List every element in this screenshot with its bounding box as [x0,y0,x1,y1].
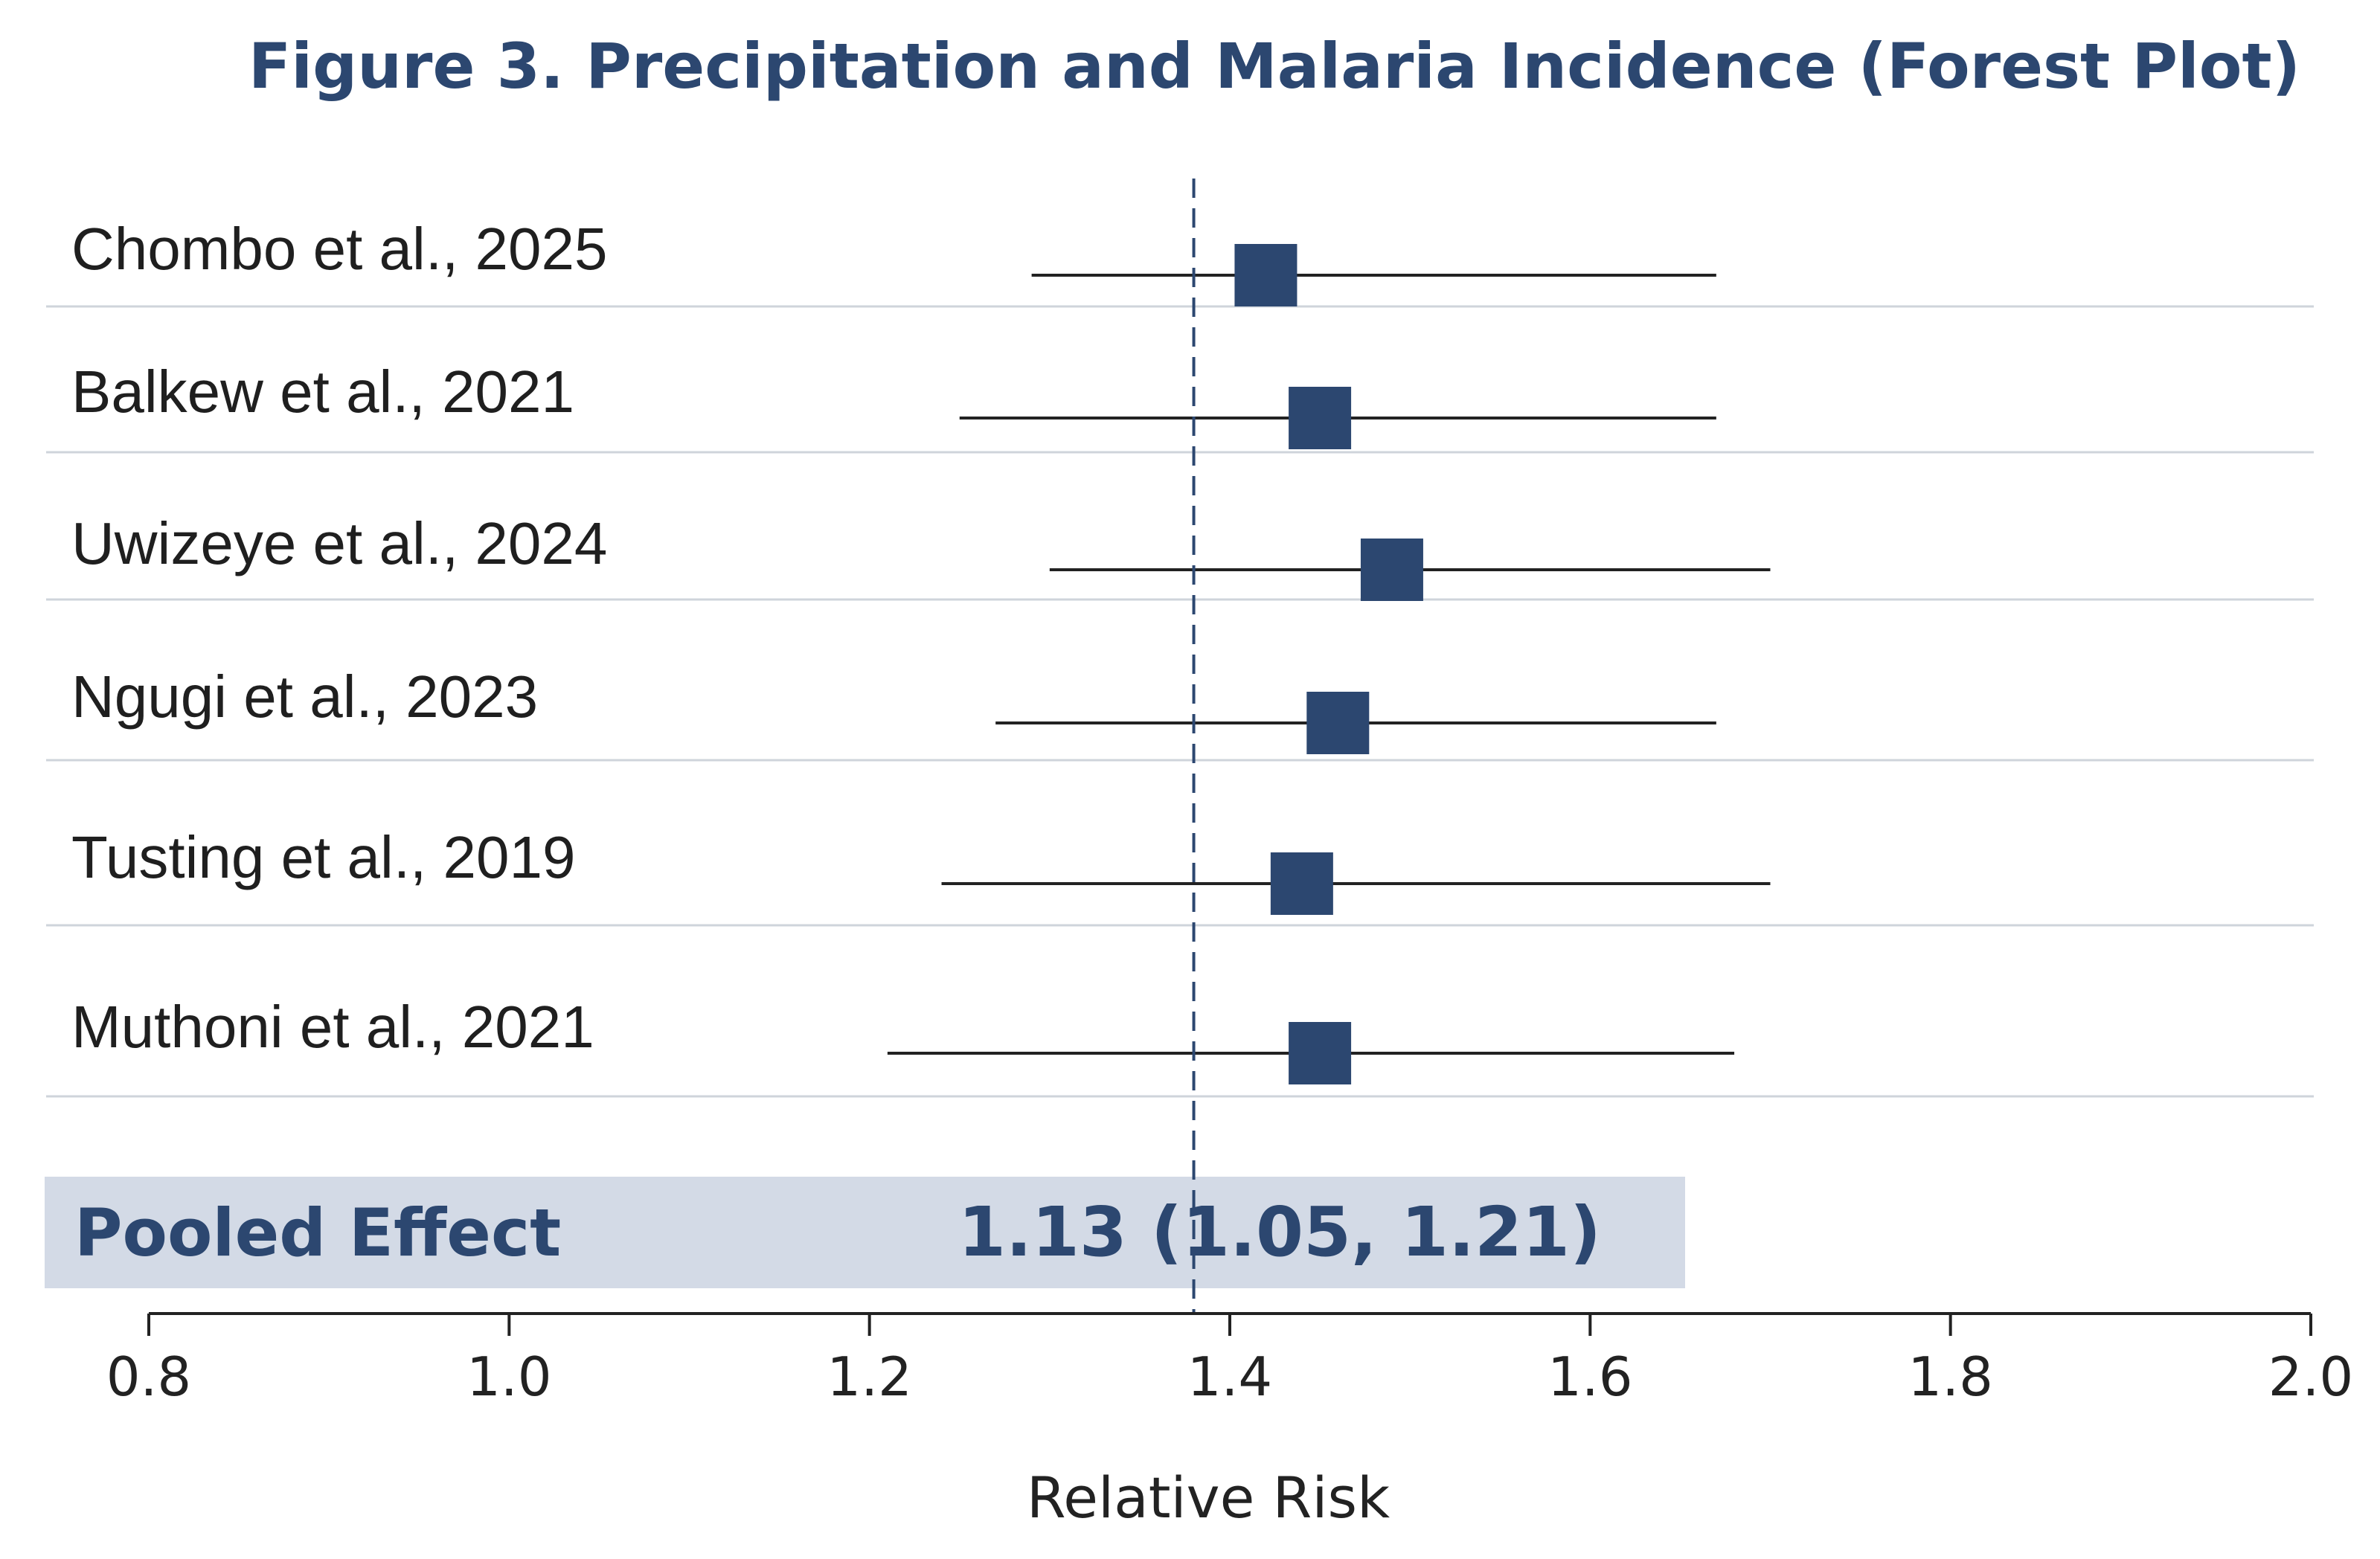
study-rows: Chombo et al., 2025 Balkew et al., 2021 Uw… [46,216,2314,1098]
study-row: Muthoni et al., 2021 [46,994,2314,1098]
effect-estimate-marker [1289,1022,1352,1084]
x-tick-label: 1.8 [1908,1346,1993,1408]
study-row: Tusting et al., 2019 [46,824,2314,927]
study-label: Ngugi et al., 2023 [71,663,538,730]
pooled-effect-band [45,1177,1685,1288]
study-label: Uwizeye et al., 2024 [71,510,607,576]
study-label: Balkew et al., 2021 [71,359,574,425]
effect-estimate-marker [1360,539,1423,601]
x-tick-label: 1.4 [1187,1346,1273,1408]
x-tick-label: 1.2 [827,1346,912,1408]
x-tick-label: 0.8 [106,1346,192,1408]
effect-estimate-marker [1270,852,1333,915]
x-tick-label: 2.0 [2268,1346,2354,1408]
study-row: Balkew et al., 2021 [46,359,2314,454]
pooled-effect-label: Pooled Effect [74,1195,561,1271]
study-row: Uwizeye et al., 2024 [46,510,2314,601]
x-tick-label: 1.6 [1547,1346,1633,1408]
pooled-effect-value: 1.13 (1.05, 1.21) [958,1192,1601,1272]
chart-title: Figure 3. Precipitation and Malaria Inci… [248,30,2300,103]
x-tick-label: 1.0 [466,1346,552,1408]
effect-estimate-marker [1289,387,1352,449]
x-axis-label: Relative Risk [1027,1465,1390,1531]
study-row: Ngugi et al., 2023 [46,663,2314,762]
study-label: Chombo et al., 2025 [71,216,607,282]
study-label: Muthoni et al., 2021 [71,994,594,1060]
effect-estimate-marker [1306,692,1370,754]
study-row: Chombo et al., 2025 [46,216,2314,308]
effect-estimate-marker [1234,244,1298,306]
study-label: Tusting et al., 2019 [71,824,575,890]
x-axis: 0.8 1.0 1.2 1.4 1.6 1.8 2.0 [106,1312,2354,1408]
